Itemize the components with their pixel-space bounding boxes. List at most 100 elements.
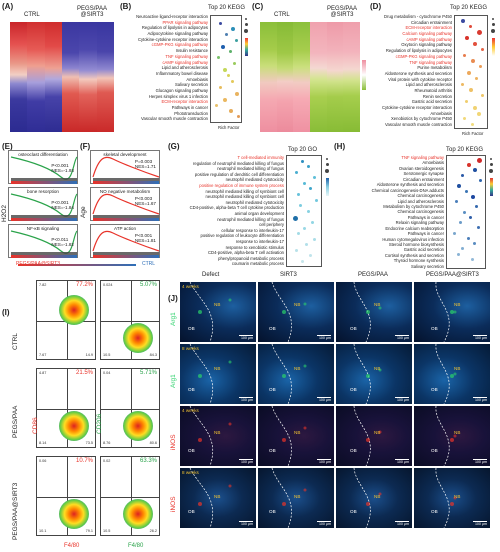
term-label: phenylpropanoid metabolic process	[218, 255, 284, 261]
nb-label: NB	[214, 430, 221, 435]
quadrant-value: 10.5	[103, 353, 111, 357]
term-label: T cell-mediated immunity	[237, 155, 284, 160]
term-label: PPAR signaling pathway	[162, 19, 208, 25]
panel-label: (A)	[2, 2, 14, 11]
quadrant-value: 10.5	[103, 529, 111, 533]
ob-label: OB	[350, 509, 357, 514]
micrograph: NB OB 100 μm 4 weeks	[180, 406, 256, 466]
p-value: P=0.003	[134, 159, 153, 164]
term-label: cellular response to interleukin-17	[221, 227, 284, 233]
column-header: PEGS/PAA	[358, 272, 388, 278]
term-label: TNF signaling pathway	[401, 155, 444, 160]
time-label: 8 weeks	[182, 346, 199, 351]
boundary-line	[353, 282, 382, 342]
nb-label: NB	[214, 302, 221, 307]
heatmap	[260, 22, 361, 132]
term-label: cGMP-PKG signaling pathway	[395, 53, 452, 59]
gsea-title: skeletal development	[103, 152, 147, 157]
panel-label: (B)	[120, 2, 132, 11]
x-axis-label: Rich Factor	[218, 125, 240, 130]
nb-label: NB	[374, 302, 381, 307]
heatmap	[10, 22, 114, 132]
ob-label: OB	[350, 387, 357, 392]
gate-percentage: 10.7%	[75, 458, 93, 464]
gate-percentage: 63.3%	[139, 458, 157, 464]
micrograph: NB OB 100 μm	[414, 406, 490, 466]
scale-bar	[395, 335, 409, 336]
scale-bar	[317, 459, 331, 460]
x-axis-label: Rich Factor	[462, 131, 484, 136]
term-label: cell periphery	[259, 222, 284, 228]
term-label: Thyroid hormone synthesis	[393, 258, 444, 264]
column-header: Defect	[202, 272, 220, 278]
nes-value: NES=-1.84	[51, 205, 74, 211]
term-label: Glucagon signaling pathway	[155, 87, 208, 93]
color-scale	[362, 60, 366, 90]
panel-label: (H)	[334, 142, 346, 151]
term-label: neutrophil mediated killing of symbiont …	[205, 194, 284, 200]
panel-i: (I) CTRL 77.2% 7.82 7.67 14.9 5.07% 0.024 10.5 8…	[0, 272, 165, 552]
panel-a: (A) CTRL PEGS/PAA @SIRT3	[0, 0, 120, 140]
x-axis-label: F4/80	[128, 543, 144, 549]
micrograph: NB OB 100 μm	[258, 282, 334, 342]
term-label: coumarin metabolic process	[231, 261, 284, 267]
term-label: Pathways in cancer	[171, 105, 208, 110]
micrograph: NB OB 100 μm	[258, 468, 334, 528]
term-label: ECM-receptor interaction	[161, 99, 208, 105]
plot-area	[454, 15, 488, 129]
marker-label: iNOS	[170, 496, 177, 512]
scale-bar	[317, 397, 331, 398]
term-list: Neuroactive ligand-receptor interaction P…	[120, 14, 208, 122]
quadrant-value: 0.06	[39, 459, 47, 463]
nb-label: NB	[294, 366, 301, 371]
micrograph: NB OB 100 μm	[258, 406, 334, 466]
quadrant-value: 10.1	[39, 529, 47, 533]
term-label: response to xenobiotic stimulus	[225, 244, 284, 250]
term-label: Lipid and atherosclerosis	[405, 82, 452, 88]
panel-g: (G) Top 20 GO T cell-mediated immunity re…	[168, 142, 334, 270]
enrichment-curve	[10, 156, 78, 184]
ob-label: OB	[188, 326, 195, 331]
scale-bar	[395, 397, 409, 398]
marker-label: Arg1	[170, 374, 177, 388]
term-label: Renin secretion	[422, 93, 452, 99]
term-label: Circadian entrainment	[411, 19, 452, 25]
micrograph: NB OB 100 μm 4 weeks	[180, 282, 256, 342]
direction-arrow	[18, 264, 136, 266]
term-label: Pathways in cancer	[407, 231, 444, 237]
ob-label: OB	[269, 509, 276, 514]
boundary-line	[271, 468, 307, 528]
nes-value: NES=-1.82	[51, 242, 74, 248]
term-label: neutrophil mediated killing of fungus	[217, 166, 284, 172]
term-label: Inflammatory bowel disease	[156, 70, 208, 76]
micrograph: NB OB 100 μm	[414, 344, 490, 404]
panel-label: (E)	[2, 142, 13, 151]
gsea-plot: osteoclast differentiation P<0.001 NES=-1.…	[8, 150, 78, 184]
gsea-plot: NF-κB signaling P<0.011 NES=-1.82	[8, 224, 78, 258]
marker-label: Arg1	[170, 312, 177, 326]
term-label: cGMP-PKG signaling pathway	[151, 42, 208, 48]
quadrant-value: 4.87	[39, 371, 47, 375]
term-label: Cortisol synthesis and secretion	[384, 252, 444, 258]
nes-value: NES=1.71	[134, 164, 156, 170]
nb-label: NB	[294, 302, 301, 307]
term-label: Salivary secretion	[174, 82, 208, 88]
boundary-line	[353, 468, 382, 528]
term-label: Drug metabolism - cytochrome P450	[384, 14, 452, 19]
micrograph: NB OB 100 μm	[336, 468, 412, 528]
nes-value: NES=1.67	[134, 201, 156, 207]
flow-plot: 63.3% 0.02 10.5 26.2	[100, 456, 160, 536]
plot-area	[446, 155, 486, 269]
scale-label: 100 μm	[318, 460, 331, 464]
term-label: neutrophil mediated killing of fungus	[217, 216, 284, 222]
scale-bar	[317, 335, 331, 336]
gsea-title: NO negative metabolism	[99, 189, 151, 194]
term-label: Phototransduction	[174, 110, 208, 116]
chart-title: Top 20 GO	[288, 147, 318, 153]
term-label: Endocrine calcium reabsorption	[385, 225, 444, 231]
term-label: Amoebiasis	[186, 76, 208, 82]
gate-percentage: 77.2%	[75, 282, 93, 288]
term-label: Insulin resistance	[175, 48, 208, 54]
scale-label: 100 μm	[240, 460, 253, 464]
term-label: CD4-positive, alpha-beta T cell cytokine…	[189, 205, 284, 211]
